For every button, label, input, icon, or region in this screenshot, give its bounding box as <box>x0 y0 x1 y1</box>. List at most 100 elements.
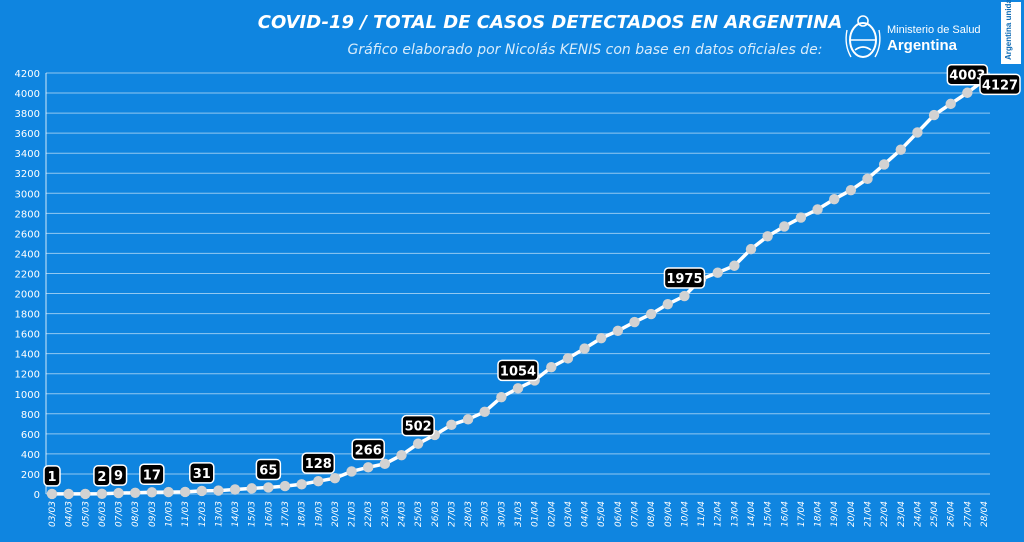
data-label-box <box>109 464 128 486</box>
data-label-box <box>189 462 215 484</box>
chart-title: COVID-19 / TOTAL DE CASOS DETECTADOS EN … <box>257 12 843 33</box>
x-tick-label: 11/03 <box>181 501 191 527</box>
x-tick-label: 15/03 <box>248 501 258 527</box>
data-point <box>80 488 91 500</box>
data-label: 4003 <box>946 63 989 86</box>
x-tick-label: 12/03 <box>198 501 208 527</box>
data-point <box>795 212 807 223</box>
logo-ministry-text: Ministerio de Salud <box>887 24 981 36</box>
y-tick-label: 2400 <box>15 249 40 260</box>
data-point <box>213 485 224 496</box>
data-point <box>163 486 174 498</box>
x-tick-label: 22/04 <box>880 501 890 527</box>
data-point <box>279 480 291 492</box>
x-tick-label: 03/04 <box>564 501 574 527</box>
data-point <box>412 438 424 449</box>
y-tick-label: 1000 <box>15 390 40 401</box>
x-tick-label: 24/04 <box>913 501 923 527</box>
data-point <box>645 308 657 320</box>
x-tick-label: 05/04 <box>597 501 607 527</box>
data-point <box>762 231 773 242</box>
data-point <box>462 414 474 425</box>
y-tick-label: 4200 <box>15 69 40 80</box>
x-tick-label: 18/03 <box>298 501 308 527</box>
x-tick-label: 01/04 <box>531 501 541 527</box>
y-axis: 0 200 400 600 800 1000 1200 1400 1600 1800 2000 220… <box>15 69 47 501</box>
data-label: 4127 <box>979 73 1021 96</box>
data-point <box>629 316 640 328</box>
x-tick-label: 23/03 <box>381 501 391 527</box>
x-tick-label: 10/04 <box>680 501 690 527</box>
y-tick-label: 1200 <box>15 370 40 381</box>
data-point <box>895 144 906 155</box>
data-point <box>512 383 524 394</box>
data-point <box>496 391 507 403</box>
x-tick-label: 10/03 <box>165 501 175 527</box>
data-point <box>379 458 391 470</box>
chart-subtitle: Gráfico elaborado por Nicolás KENIS con … <box>347 42 823 58</box>
coat-of-arms-icon <box>845 15 881 58</box>
side-tag <box>1001 2 1021 64</box>
data-label: 1054 <box>497 359 539 382</box>
data-point <box>329 472 341 484</box>
data-point <box>396 450 407 461</box>
y-tick-label: 400 <box>21 450 40 461</box>
data-label: 1 <box>43 465 61 487</box>
x-tick-label: 09/03 <box>148 501 158 527</box>
data-point <box>63 488 74 500</box>
data-label-text: 1975 <box>666 272 702 287</box>
data-label: 128 <box>301 452 336 474</box>
x-tick-label: 06/03 <box>98 501 108 527</box>
data-label-text: 17 <box>143 468 161 483</box>
x-tick-label: 20/04 <box>847 501 857 527</box>
data-point <box>712 267 723 278</box>
data-point <box>878 159 890 170</box>
y-tick-label: 200 <box>21 470 40 481</box>
x-tick-label: 28/04 <box>980 501 990 527</box>
y-tick-label: 1400 <box>15 350 40 361</box>
x-tick-label: 13/03 <box>214 501 224 527</box>
x-tick-label: 16/04 <box>780 501 790 527</box>
y-tick-label: 1800 <box>15 310 40 321</box>
series-line <box>52 78 986 496</box>
data-point <box>612 325 624 337</box>
data-point <box>546 361 557 373</box>
data-label-text: 2 <box>97 470 106 485</box>
data-series <box>46 75 990 500</box>
data-label: 502 <box>401 414 435 437</box>
data-point <box>46 488 58 500</box>
data-label: 65 <box>255 458 282 481</box>
x-tick-label: 26/03 <box>431 501 441 527</box>
x-tick-label: 23/04 <box>897 501 907 527</box>
data-point <box>829 193 840 205</box>
data-label-box <box>139 463 165 486</box>
data-point <box>679 290 690 302</box>
data-label-text: 9 <box>114 469 123 484</box>
x-tick-label: 04/04 <box>581 501 591 527</box>
y-tick-label: 3400 <box>15 149 40 160</box>
data-label-text: 502 <box>405 420 432 435</box>
y-tick-label: 800 <box>21 410 40 421</box>
data-label: 1975 <box>663 267 706 289</box>
data-label-text: 4003 <box>949 69 985 84</box>
x-tick-label: 19/04 <box>830 501 840 527</box>
x-tick-label: 08/04 <box>647 501 657 527</box>
data-label: 9 <box>109 464 128 486</box>
data-point <box>745 243 757 255</box>
data-point <box>446 419 457 431</box>
x-tick-label: 18/04 <box>814 501 824 527</box>
x-tick-label: 26/04 <box>947 501 957 527</box>
x-tick-label: 19/03 <box>314 501 324 527</box>
data-label-text: 266 <box>355 443 382 458</box>
y-tick-label: 600 <box>21 430 40 441</box>
x-tick-label: 14/03 <box>231 501 241 527</box>
data-point <box>662 298 673 310</box>
x-tick-label: 24/03 <box>398 501 408 527</box>
x-tick-label: 07/03 <box>115 501 125 527</box>
data-point <box>229 484 241 495</box>
x-tick-label: 31/03 <box>514 501 524 527</box>
data-point <box>579 343 590 354</box>
data-point <box>130 487 141 498</box>
